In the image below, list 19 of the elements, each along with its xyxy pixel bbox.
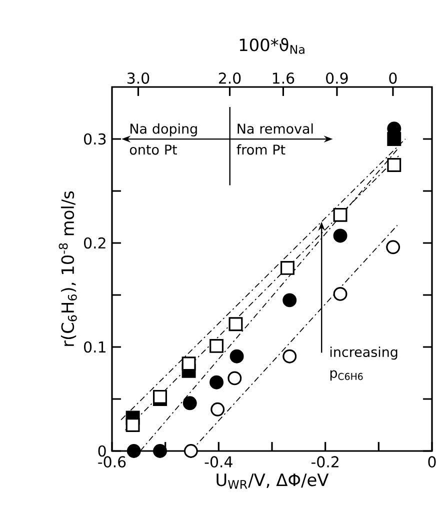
- y-tick-label: 0.1: [84, 341, 106, 353]
- text: 0.9: [326, 72, 348, 84]
- text: 0: [389, 72, 397, 84]
- annotation: Na removal from Pt: [236, 123, 313, 155]
- annotation: Na doping onto Pt: [130, 123, 197, 155]
- text: 1.6: [272, 72, 294, 84]
- x-tick-label: 0: [428, 456, 436, 468]
- y-axis-title: r(C$_{6}$H$_{6}$), 10$^{-8}$ mol/s: [58, 191, 77, 346]
- x-tick-label: -0.6: [98, 456, 126, 468]
- x2-axis-title: 100*ϑ$_{Na}$: [240, 38, 304, 54]
- y-tick-label: 0.3: [84, 133, 106, 145]
- annotation: increasing p$_{C6H6}$: [330, 346, 398, 381]
- text: 2.0: [218, 72, 241, 84]
- text: 3.0: [128, 72, 150, 84]
- x-tick-label: -0.2: [311, 456, 338, 468]
- y-tick-label: 0: [98, 445, 106, 457]
- y-tick-label: 0.2: [84, 237, 106, 249]
- x-axis-title: U$_{WR}$/V, ΔΦ/eV: [216, 474, 329, 489]
- x-tick-label: -0.4: [204, 456, 232, 468]
